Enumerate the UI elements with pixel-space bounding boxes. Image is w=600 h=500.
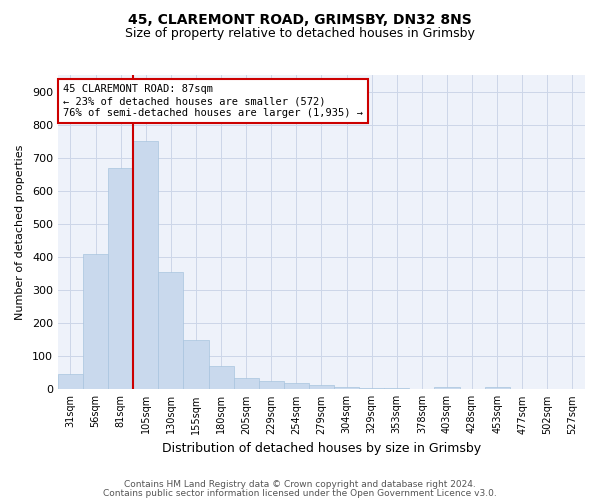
Text: Size of property relative to detached houses in Grimsby: Size of property relative to detached ho…: [125, 28, 475, 40]
Text: 45, CLAREMONT ROAD, GRIMSBY, DN32 8NS: 45, CLAREMONT ROAD, GRIMSBY, DN32 8NS: [128, 12, 472, 26]
Bar: [460, 388, 485, 390]
Bar: [58, 374, 83, 390]
Bar: [485, 386, 510, 390]
Bar: [384, 388, 409, 390]
Text: Contains public sector information licensed under the Open Government Licence v3: Contains public sector information licen…: [103, 488, 497, 498]
Text: 45 CLAREMONT ROAD: 87sqm
← 23% of detached houses are smaller (572)
76% of semi-: 45 CLAREMONT ROAD: 87sqm ← 23% of detach…: [63, 84, 363, 117]
Bar: [434, 386, 460, 390]
Bar: [233, 378, 259, 390]
Bar: [359, 388, 384, 390]
Bar: [83, 254, 108, 390]
Bar: [259, 381, 284, 390]
Bar: [334, 386, 359, 390]
Bar: [510, 388, 535, 390]
Bar: [158, 272, 184, 390]
Text: Contains HM Land Registry data © Crown copyright and database right 2024.: Contains HM Land Registry data © Crown c…: [124, 480, 476, 489]
Bar: [108, 168, 133, 390]
Bar: [133, 141, 158, 390]
Bar: [409, 388, 434, 390]
Bar: [309, 386, 334, 390]
Bar: [184, 340, 209, 390]
Y-axis label: Number of detached properties: Number of detached properties: [15, 144, 25, 320]
X-axis label: Distribution of detached houses by size in Grimsby: Distribution of detached houses by size …: [162, 442, 481, 455]
Bar: [209, 366, 233, 390]
Bar: [284, 384, 309, 390]
